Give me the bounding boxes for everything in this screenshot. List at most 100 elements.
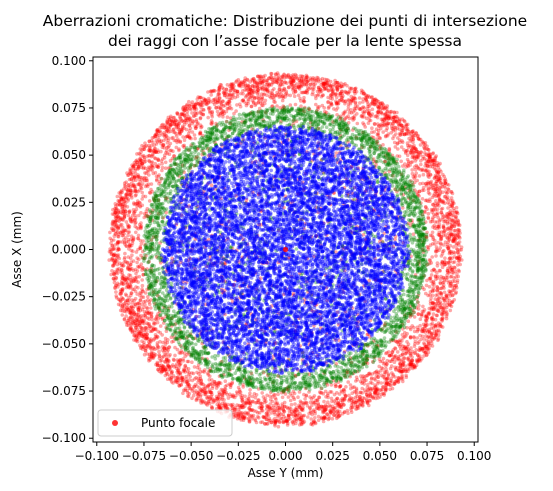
scatter-point [139,186,144,191]
scatter-point [429,261,434,265]
scatter-point [352,116,357,121]
scatter-point [437,199,442,203]
scatter-point [155,178,159,183]
scatter-point [224,406,228,411]
scatter-point [129,291,134,295]
scatter-point [434,245,439,249]
scatter-point [194,126,198,130]
scatter-point [234,109,238,113]
scatter-point [124,192,129,196]
scatter-point [409,359,413,364]
scatter-point [187,372,191,377]
scatter-point [161,340,165,345]
scatter-point [353,97,358,101]
scatter-point [417,174,422,178]
scatter-point [109,238,114,242]
scatter-point [368,113,373,117]
scatter-point [276,424,281,429]
scatter-point [126,266,130,271]
scatter-point [109,241,113,245]
scatter-point [439,242,443,247]
scatter-point [193,105,198,109]
scatter-point [405,148,410,153]
scatter-point [321,410,325,415]
scatter-point [150,208,155,212]
scatter-point [179,200,183,205]
scatter-point [293,102,298,107]
scatter-point [313,78,317,83]
scatter-point [126,255,131,259]
scatter-point [286,85,291,90]
scatter-point [434,199,438,203]
scatter-point [422,354,426,358]
scatter-point [206,106,211,110]
scatter-point [270,405,274,410]
scatter-point [375,110,380,114]
scatter-point [311,87,316,92]
scatter-point [452,276,456,280]
scatter-point [146,298,150,302]
scatter-point [329,88,334,93]
scatter-point [385,104,390,108]
scatter-point [166,363,170,368]
scatter-point [417,357,422,362]
scatter-point [247,419,252,424]
scatter-point [125,323,129,327]
scatter-point [434,293,438,298]
scatter-point [433,155,438,160]
scatter-point [338,384,343,388]
scatter-point [442,184,447,188]
scatter-point [433,317,438,322]
scatter-point [439,262,444,266]
scatter-point [373,256,377,261]
scatter-point [431,242,435,246]
scatter-point [154,174,159,179]
scatter-point [293,402,297,406]
scatter-point [195,122,200,126]
scatter-point [412,336,416,340]
scatter-point [126,284,130,289]
scatter-point [433,220,438,224]
scatter-point [183,388,187,393]
scatter-point [297,85,302,90]
scatter-point [184,377,189,381]
scatter-point [286,74,290,78]
scatter-point [316,78,320,82]
scatter-point [332,107,336,111]
scatter-point [294,421,298,426]
scatter-point [439,210,444,215]
scatter-point [255,81,259,86]
scatter-point [313,94,318,98]
scatter-point [128,273,133,278]
scatter-point [297,390,302,394]
scatter-point [385,134,390,138]
scatter-point [153,170,158,175]
scatter-point [442,302,447,307]
scatter-point [114,275,118,280]
scatter-point [433,187,438,192]
scatter-point [147,145,152,150]
scatter-point [430,337,435,342]
scatter-point [426,211,431,216]
scatter-point [138,153,143,157]
scatter-point [433,305,438,309]
scatter-point [441,275,446,280]
scatter-point [300,422,304,427]
scatter-point [424,319,429,323]
scatter-point [129,184,133,189]
scatter-point [134,285,138,289]
scatter-point [210,386,215,391]
scatter-point [411,134,416,138]
scatter-point [408,314,413,319]
scatter-point [429,322,433,327]
scatter-point [427,329,431,334]
scatter-point [398,344,402,349]
scatter-point [434,331,438,336]
scatter-point [448,259,453,264]
scatter-point [440,265,445,270]
scatter-point [455,248,460,252]
scatter-point [416,136,421,141]
scatter-point [370,112,375,116]
scatter-point [390,124,394,128]
scatter-point [411,131,416,136]
